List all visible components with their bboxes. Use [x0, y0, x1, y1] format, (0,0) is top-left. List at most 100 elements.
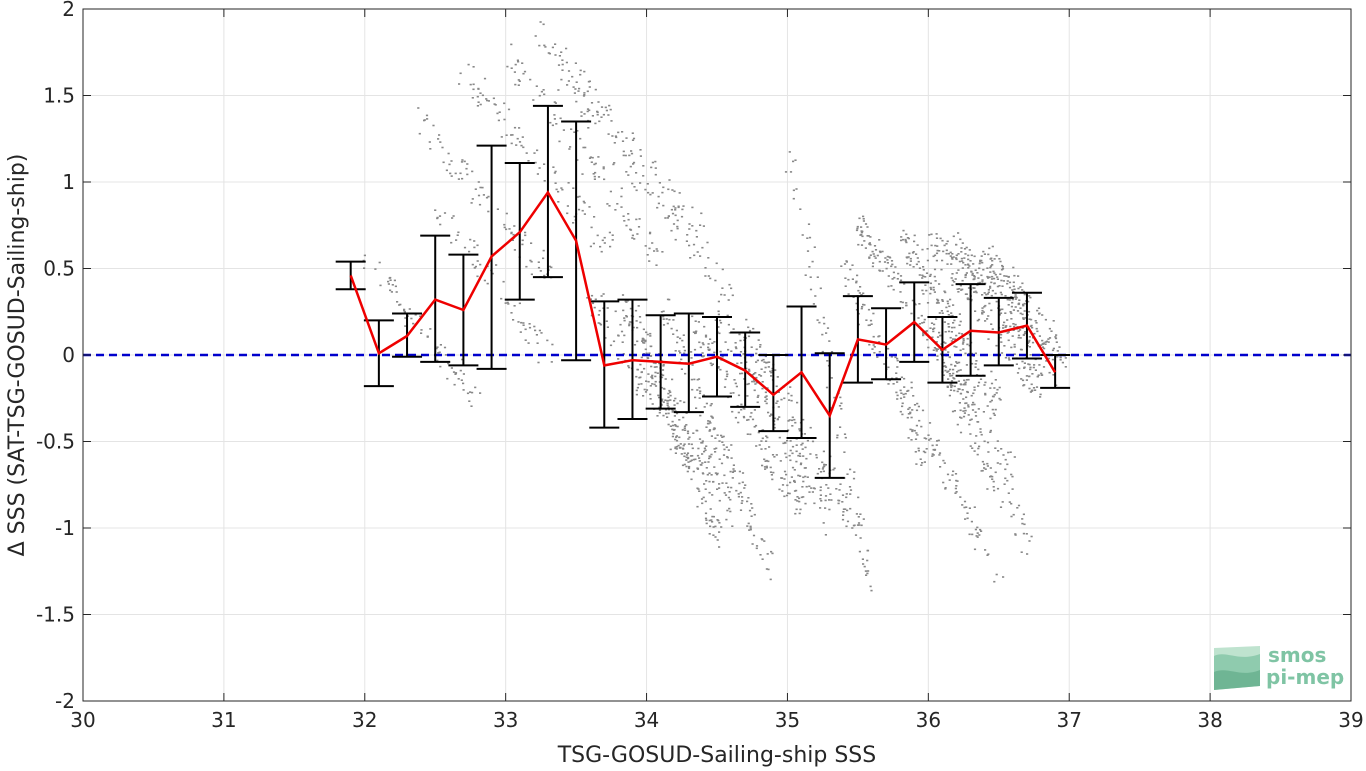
scatter-point	[866, 549, 869, 552]
scatter-point	[989, 265, 993, 267]
scatter-point	[703, 406, 706, 408]
scatter-point	[958, 324, 961, 326]
scatter-point	[947, 326, 950, 328]
scatter-point	[935, 318, 938, 320]
scatter-point	[629, 165, 632, 168]
scatter-point	[868, 257, 871, 259]
scatter-point	[756, 359, 759, 362]
scatter-point	[976, 536, 979, 538]
scatter-point	[675, 329, 678, 332]
scatter-point	[599, 245, 602, 248]
scatter-point	[794, 421, 797, 424]
scatter-point	[698, 397, 701, 399]
scatter-point	[477, 101, 480, 103]
scatter-point	[723, 492, 726, 494]
scatter-point	[921, 409, 925, 412]
scatter-point	[856, 274, 859, 277]
scatter-point	[936, 249, 939, 252]
scatter-point	[524, 328, 527, 331]
scatter-point	[977, 277, 980, 279]
scatter-point	[719, 319, 722, 322]
scatter-point	[952, 368, 955, 371]
scatter-point	[513, 249, 516, 251]
scatter-point	[1041, 346, 1044, 348]
scatter-point	[696, 505, 699, 508]
scatter-point	[589, 298, 592, 300]
scatter-point	[1022, 317, 1025, 319]
scatter-point	[463, 246, 467, 249]
scatter-point	[1016, 310, 1020, 312]
scatter-point	[688, 228, 691, 230]
scatter-point	[696, 429, 699, 432]
scatter-point	[791, 445, 795, 448]
scatter-point	[937, 439, 940, 442]
scatter-point	[639, 149, 642, 151]
scatter-point	[522, 324, 525, 326]
scatter-point	[989, 387, 992, 389]
scatter-point	[776, 400, 779, 402]
scatter-point	[784, 452, 787, 455]
scatter-point	[667, 406, 670, 408]
scatter-point	[717, 367, 720, 369]
scatter-point	[942, 341, 946, 343]
scatter-point	[973, 255, 976, 258]
scatter-point	[651, 242, 654, 244]
scatter-point	[600, 106, 604, 108]
scatter-point	[734, 342, 737, 344]
scatter-point	[823, 463, 826, 466]
scatter-point	[945, 249, 948, 252]
scatter-point	[1021, 289, 1024, 291]
scatter-point	[651, 403, 654, 405]
scatter-point	[728, 507, 731, 510]
scatter-point	[998, 285, 1001, 287]
scatter-point	[540, 90, 543, 93]
scatter-point	[1050, 330, 1053, 332]
scatter-point	[1028, 540, 1031, 542]
scatter-point	[944, 342, 947, 344]
scatter-point	[827, 487, 830, 489]
x-tick-label: 36	[916, 708, 941, 732]
scatter-point	[1022, 532, 1025, 535]
scatter-point	[734, 346, 737, 348]
scatter-point	[920, 464, 923, 466]
scatter-point	[942, 361, 946, 364]
x-tick-label: 39	[1338, 708, 1363, 732]
scatter-point	[896, 366, 899, 368]
scatter-point	[692, 432, 695, 434]
scatter-point	[950, 386, 953, 389]
scatter-point	[662, 204, 665, 207]
scatter-point	[990, 257, 993, 260]
scatter-point	[1020, 551, 1023, 553]
scatter-point	[1035, 386, 1039, 388]
scatter-point	[593, 216, 596, 218]
scatter-point	[645, 331, 648, 334]
scatter-point	[989, 431, 992, 433]
scatter-point	[949, 368, 952, 371]
scatter-point	[932, 286, 935, 289]
scatter-point	[713, 448, 716, 450]
scatter-point	[667, 412, 670, 415]
scatter-point	[566, 205, 569, 207]
scatter-point	[928, 234, 931, 236]
scatter-point	[990, 278, 994, 280]
scatter-point	[1024, 317, 1027, 319]
scatter-point	[951, 410, 955, 413]
scatter-point	[883, 363, 886, 365]
scatter-point	[952, 470, 955, 473]
scatter-point	[670, 208, 673, 211]
scatter-point	[955, 479, 958, 482]
scatter-point	[622, 154, 625, 157]
scatter-point	[862, 215, 865, 218]
scatter-point	[536, 342, 539, 344]
scatter-point	[846, 509, 849, 512]
scatter-point	[1004, 458, 1007, 461]
scatter-point	[910, 386, 913, 389]
scatter-point	[751, 543, 754, 545]
scatter-point	[704, 488, 707, 490]
scatter-point	[725, 370, 728, 373]
scatter-point	[1006, 479, 1009, 482]
scatter-point	[712, 515, 715, 518]
scatter-point	[657, 202, 660, 205]
scatter-point	[986, 318, 989, 320]
scatter-point	[876, 254, 879, 257]
